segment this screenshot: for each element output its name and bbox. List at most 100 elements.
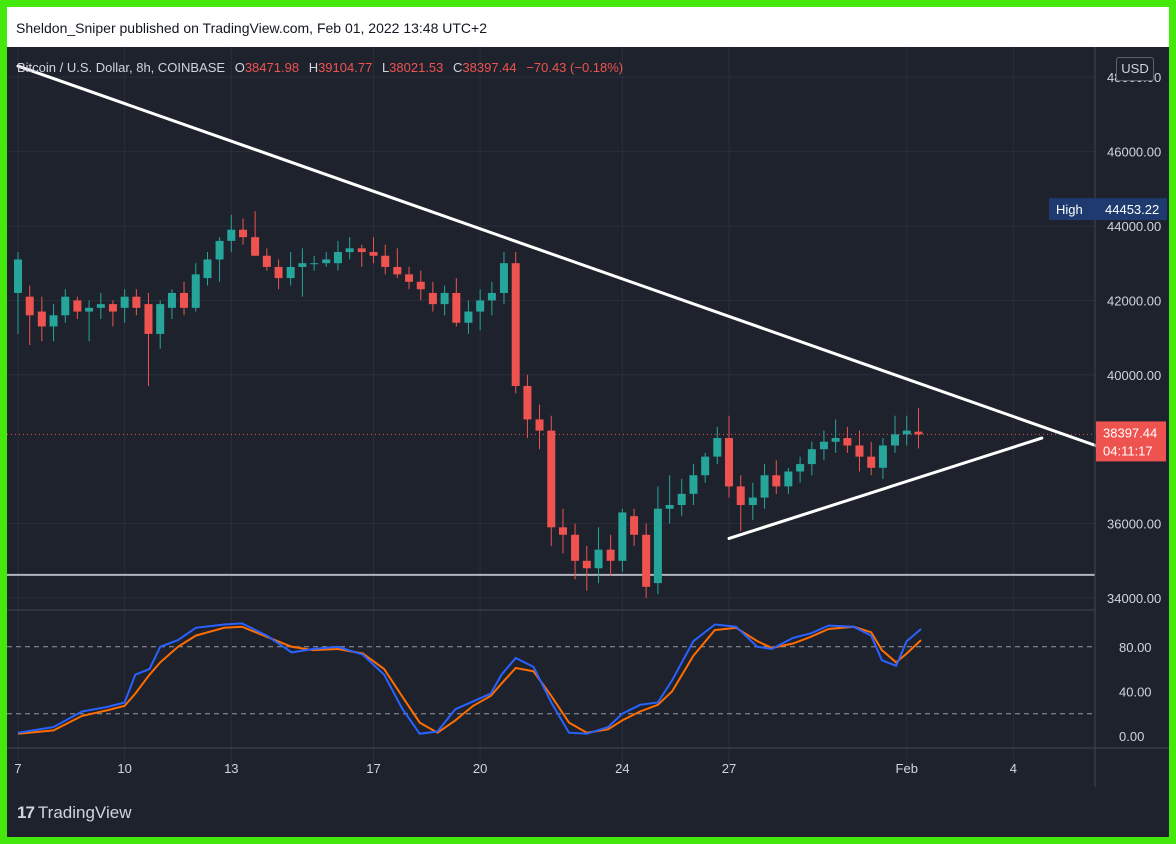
candle — [701, 452, 710, 483]
candle — [725, 415, 733, 498]
candle-body — [73, 300, 82, 312]
oscillator-axis-label: 0.00 — [1119, 729, 1144, 744]
candle-body — [203, 259, 212, 279]
candle-body — [393, 266, 402, 275]
candle-body — [487, 292, 496, 301]
candle — [156, 300, 165, 349]
time-axis-label: 10 — [117, 761, 131, 776]
candle — [594, 527, 603, 584]
tradingview-logo[interactable]: 17 TradingView — [17, 803, 131, 823]
candle-body — [511, 263, 520, 386]
candle — [511, 252, 520, 394]
publisher-line: Sheldon_Sniper published on TradingView.… — [16, 20, 488, 36]
candle — [902, 415, 911, 446]
candle — [891, 415, 900, 453]
candle — [298, 248, 307, 297]
legend-close-value: 38397.44 — [462, 60, 516, 75]
oscillator-axis-label: 40.00 — [1119, 684, 1152, 699]
candle-body — [464, 311, 473, 323]
candle-body — [322, 259, 331, 264]
candle — [796, 456, 805, 483]
candle-body — [357, 248, 366, 253]
price-axis-label: 36000.00 — [1107, 517, 1161, 532]
chart-canvas[interactable]: 48000.0046000.0044000.0042000.0040000.00… — [7, 7, 1169, 837]
candle-body — [85, 307, 94, 312]
legend-low-label: L — [382, 60, 389, 75]
time-axis-label: 17 — [366, 761, 380, 776]
tradingview-brand: TradingView — [37, 803, 132, 822]
candle — [713, 426, 722, 465]
price-axis-label: 44000.00 — [1107, 219, 1161, 234]
candle — [499, 252, 508, 305]
candle — [286, 252, 295, 286]
candle-body — [14, 259, 22, 293]
candle — [665, 475, 674, 524]
candle — [653, 486, 662, 595]
legend-low-value: 38021.53 — [389, 60, 443, 75]
candle-body — [476, 300, 485, 312]
legend-open-label: O — [235, 60, 245, 75]
time-axis-label: 13 — [224, 761, 238, 776]
candle-body — [582, 560, 591, 569]
candle — [239, 218, 248, 245]
candle — [357, 244, 366, 267]
price-axis-label: 42000.00 — [1107, 293, 1161, 308]
candle — [262, 248, 271, 271]
candle-body — [760, 475, 769, 498]
candle — [784, 467, 793, 494]
legend-high-label: H — [309, 60, 318, 75]
candle-body — [594, 549, 603, 569]
price-axis-label: 34000.00 — [1107, 591, 1161, 606]
candle-body — [665, 505, 674, 509]
candle-body — [606, 549, 615, 561]
candle — [108, 300, 117, 327]
chart-background — [7, 47, 1169, 837]
candle-body — [180, 292, 189, 308]
last-price-badge: 38397.44 04:11:17 — [1096, 421, 1166, 462]
candle-body — [37, 311, 46, 327]
ohlc-legend: Bitcoin / U.S. Dollar, 8h, COINBASE O384… — [17, 60, 623, 75]
candle — [843, 426, 852, 453]
candle — [61, 289, 70, 323]
candle — [867, 441, 876, 476]
candle-body — [49, 315, 58, 327]
currency-button[interactable]: USD — [1116, 57, 1154, 81]
candle-body — [819, 441, 828, 450]
candle-body — [642, 534, 651, 587]
candle-body — [701, 456, 710, 476]
candle-body — [784, 471, 793, 487]
candle — [618, 508, 627, 572]
candle-body — [713, 438, 722, 457]
candle-body — [156, 304, 165, 334]
candle-body — [61, 296, 70, 316]
time-axis-label: 4 — [1010, 761, 1017, 776]
price-axis: 48000.0046000.0044000.0042000.0040000.00… — [1107, 70, 1161, 606]
candle — [606, 534, 615, 576]
legend-high-value: 39104.77 — [318, 60, 372, 75]
candle — [428, 281, 437, 312]
candle-body — [677, 493, 686, 505]
candle-body — [867, 456, 876, 468]
candle-body — [452, 292, 461, 323]
candle — [582, 545, 591, 591]
candle — [476, 289, 485, 331]
legend-change: −70.43 (−0.18%) — [526, 60, 623, 75]
time-axis-label: Feb — [896, 761, 918, 776]
candle-body — [855, 445, 864, 457]
candle — [215, 237, 224, 282]
time-axis-label: 24 — [615, 761, 629, 776]
candle — [274, 259, 283, 290]
publisher-bar: Sheldon_Sniper published on TradingView.… — [7, 7, 1169, 45]
candle — [37, 296, 46, 342]
candle — [772, 460, 781, 494]
candle-body — [807, 449, 816, 465]
candle — [85, 300, 94, 342]
candles-layer — [14, 211, 923, 598]
candle — [393, 248, 402, 279]
candle — [535, 404, 544, 450]
candle-body — [227, 229, 236, 241]
candle — [405, 266, 414, 290]
candle — [333, 240, 342, 271]
oscillator-axis-label: 80.00 — [1119, 640, 1152, 655]
oscillator-d-line — [17, 625, 922, 735]
